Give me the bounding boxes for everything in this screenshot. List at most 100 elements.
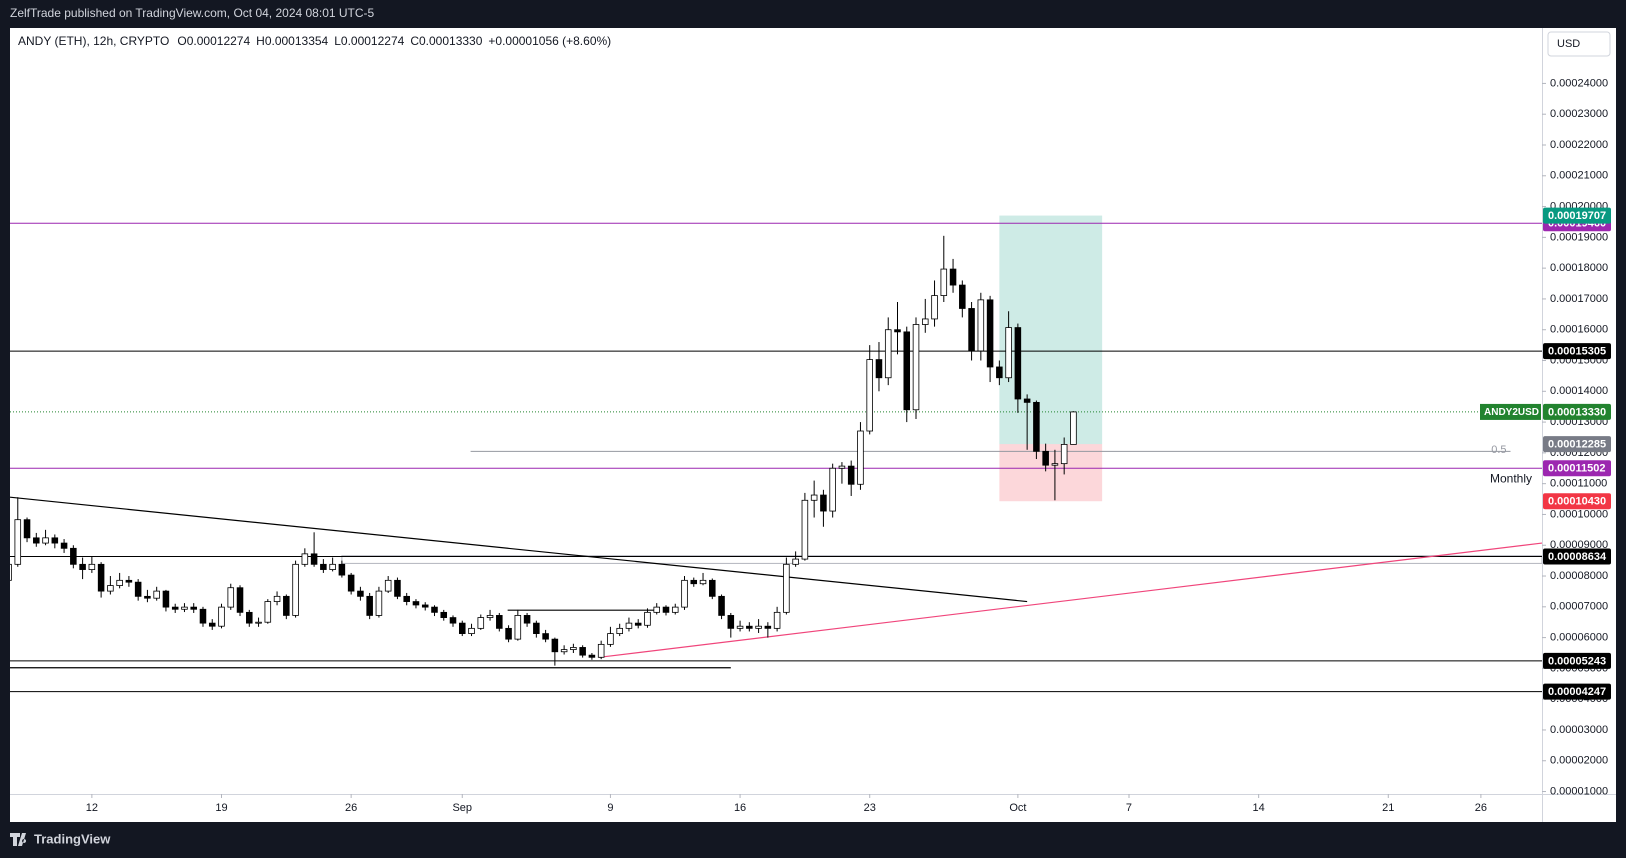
zone (341, 555, 1542, 564)
price-badge (1543, 207, 1611, 224)
candle-body (227, 587, 235, 608)
brand: TradingView (34, 831, 111, 846)
candle-body (579, 647, 586, 656)
legend-header: ANDY (ETH), 12h, CRYPTO O 0.00012274 H 0.000… (18, 34, 611, 48)
x-tick-label: Sep (452, 802, 472, 814)
candle-body (977, 299, 985, 352)
candle-body (310, 553, 318, 565)
x-tick-label: 21 (1382, 802, 1394, 814)
ohlc-value: 0.00013330 (419, 34, 483, 48)
candle-body (875, 359, 883, 379)
symbol: ANDY (ETH), 12h, CRYPTO (18, 34, 169, 48)
candle-body (1051, 463, 1059, 466)
candle-body (570, 647, 577, 651)
y-tick-label: 0.00016000 (1550, 324, 1608, 336)
candle-body (486, 615, 494, 618)
currency-button[interactable] (1547, 31, 1611, 57)
candle-body (273, 595, 281, 602)
candle-body (199, 608, 207, 624)
candle-body (153, 590, 160, 599)
candle-body (375, 590, 383, 616)
candle-body (357, 590, 364, 597)
candle-body (560, 649, 568, 653)
x-tick-label: 26 (345, 802, 357, 814)
candle-body (496, 615, 503, 629)
candle-body (699, 579, 707, 585)
note: Monthly (1490, 471, 1532, 485)
candle-body (144, 595, 151, 599)
candle-body (736, 625, 744, 629)
candle-body (764, 625, 772, 629)
candle-body (931, 295, 938, 320)
y-tick-label: 0.00006000 (1550, 632, 1608, 644)
plot: 0.5 Monthly (10, 215, 1542, 693)
price-badge-label: 0.00012285 (1548, 439, 1606, 451)
candle-body (523, 615, 531, 624)
y-tick-label: 0.00019000 (1550, 231, 1608, 243)
candle-body (903, 331, 911, 411)
price-badge (1543, 343, 1611, 360)
candle-body (70, 547, 77, 565)
y-tick-label: 0.00024000 (1550, 77, 1608, 89)
candle-body (347, 574, 355, 592)
candle-body (820, 494, 827, 512)
candle-body (338, 563, 346, 576)
price-badge-label: 0.00005243 (1548, 655, 1606, 667)
candle-body (644, 611, 651, 626)
candle-body (949, 268, 957, 286)
y-tick-label: 0.00011000 (1550, 478, 1607, 490)
chart-area (10, 28, 1616, 822)
publisher: ZelfTrade published on TradingView.com, … (10, 6, 375, 20)
y-tick-label: 0.00021000 (1550, 170, 1608, 182)
candle-body (329, 563, 336, 570)
candle-body (116, 579, 123, 586)
y-tick-label: 0.00014000 (1550, 385, 1608, 397)
y-tick-label: 0.00007000 (1550, 601, 1608, 613)
price-badge (1543, 403, 1611, 420)
candle-body (922, 318, 929, 325)
candle-body (264, 601, 272, 623)
candle-body (301, 553, 309, 565)
currency[interactable]: USD (1557, 38, 1580, 50)
x-tick-label: 9 (607, 802, 613, 814)
candle-body (894, 329, 901, 333)
candle-body (366, 595, 373, 616)
axes: 0.000010000.000020000.000030000.00004000… (86, 77, 1611, 814)
candle-body (968, 308, 975, 352)
candle-body (1070, 411, 1077, 445)
candle-body (283, 595, 290, 616)
candle-body (14, 519, 22, 565)
candle-body (746, 625, 753, 629)
fib-label: 0.5 (1491, 444, 1506, 456)
y-tick-label: 0.00018000 (1550, 262, 1608, 274)
ohlc-value: 0.00012274 (341, 34, 405, 48)
candle-body (134, 581, 142, 597)
symbol-badge (1480, 403, 1541, 420)
candle-body (884, 329, 892, 379)
candle-body (959, 284, 966, 309)
candle-body (246, 611, 253, 624)
candle-body (477, 617, 485, 629)
candle-body (514, 615, 522, 640)
ohlc-key: H (256, 34, 265, 48)
brand-logo (10, 833, 27, 846)
ohlc-key: O (177, 34, 186, 48)
price-badge (1543, 652, 1611, 669)
trendline (10, 496, 1028, 603)
candle-body (79, 563, 86, 570)
candle-body (773, 611, 781, 629)
candle-body (412, 601, 420, 606)
candle-body (60, 542, 68, 549)
x-tick-label: 23 (864, 802, 876, 814)
x-tick-label: Oct (1009, 802, 1026, 814)
candle-body (551, 638, 559, 653)
candle-body (866, 359, 873, 432)
candle-body (912, 324, 920, 411)
candle-body (218, 606, 225, 627)
candle-body (171, 606, 179, 610)
x-tick-label: 7 (1126, 802, 1132, 814)
x-tick-label: 14 (1253, 802, 1265, 814)
candle-body (431, 606, 438, 613)
candle-body (181, 606, 188, 610)
candle-body (162, 590, 170, 608)
